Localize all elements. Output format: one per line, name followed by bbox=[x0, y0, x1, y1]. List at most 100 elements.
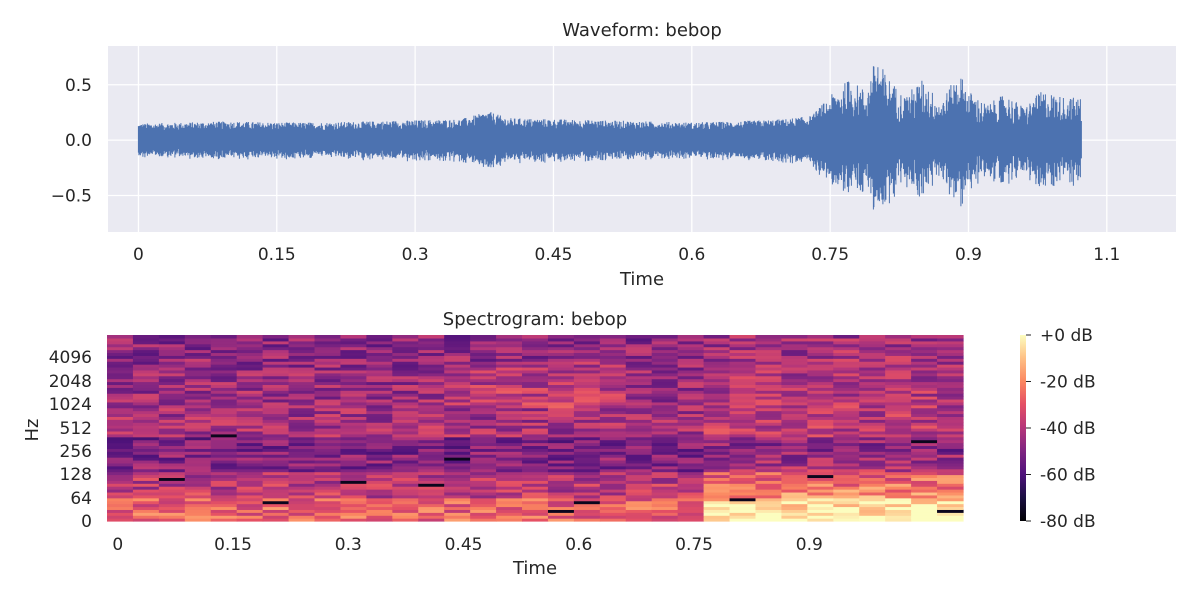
spectrogram-cell bbox=[470, 335, 497, 339]
spectrogram-cell bbox=[288, 515, 316, 519]
spectrogram-cell bbox=[444, 401, 471, 406]
spectrogram-cell bbox=[729, 398, 757, 403]
spectrogram-cell bbox=[314, 337, 342, 342]
spectrogram-cell bbox=[781, 340, 808, 345]
spectrogram-cell bbox=[885, 462, 912, 467]
spectrogram-cell bbox=[885, 442, 912, 447]
spectrogram-cell bbox=[625, 372, 653, 377]
spectrogram-cell bbox=[340, 349, 367, 354]
spectrogram-cell bbox=[859, 494, 886, 499]
spectrogram-cell bbox=[132, 381, 160, 386]
spectrogram-cell bbox=[366, 491, 393, 496]
spectrogram-cell bbox=[262, 410, 290, 415]
spectrogram-cell bbox=[677, 343, 705, 348]
spectrogram-cell bbox=[651, 349, 679, 354]
spectrogram-cell bbox=[444, 361, 471, 365]
spectrogram-cell bbox=[496, 384, 523, 388]
spectrogram-cell bbox=[911, 422, 938, 426]
spectrogram-cell bbox=[366, 459, 393, 464]
spectrogram-cell bbox=[496, 358, 523, 362]
spectrogram-cell bbox=[444, 451, 471, 455]
spectrogram-cell bbox=[107, 471, 134, 476]
spectrogram-cell bbox=[573, 471, 601, 476]
spectrogram-cell bbox=[314, 497, 342, 502]
spectrogram-cell bbox=[314, 486, 342, 490]
spectrogram-cell bbox=[599, 349, 627, 354]
spectrogram-cell bbox=[807, 407, 834, 412]
spectrogram-cell bbox=[444, 497, 471, 502]
waveform-x-tick-label: 1.1 bbox=[1093, 245, 1120, 265]
spectrogram-cell bbox=[210, 340, 238, 345]
spectrogram-cell bbox=[444, 416, 471, 420]
spectrogram-cell bbox=[833, 515, 860, 519]
spectrogram-cell bbox=[885, 509, 912, 513]
spectrogram-cell bbox=[755, 515, 783, 519]
spectrogram-cell bbox=[755, 451, 783, 455]
spectrogram-cell bbox=[599, 378, 627, 383]
spectrogram-cell bbox=[781, 462, 808, 467]
spectrogram-cell bbox=[132, 436, 160, 441]
spectrogram-cell bbox=[911, 489, 938, 493]
spectrogram-cell bbox=[729, 401, 757, 406]
spectrogram-cell bbox=[677, 358, 705, 362]
spectrogram-cell bbox=[366, 375, 393, 380]
spectrogram-cell bbox=[366, 445, 393, 449]
spectrogram-cell bbox=[599, 401, 627, 406]
spectrogram-cell bbox=[366, 366, 393, 371]
spectrogram-cell bbox=[158, 462, 186, 467]
spectrogram-cell bbox=[911, 381, 938, 386]
spectrogram-cell bbox=[651, 425, 679, 429]
spectrogram-cell bbox=[573, 416, 601, 420]
spectrogram-cell bbox=[911, 337, 938, 342]
spectrogram-cell bbox=[937, 355, 964, 359]
spectrogram-cell bbox=[236, 457, 264, 461]
spectrogram-cell bbox=[729, 358, 757, 362]
spectrogram-cell bbox=[651, 372, 679, 377]
spectrogram-cell bbox=[470, 390, 497, 394]
spectrogram-cell bbox=[755, 335, 783, 339]
spectrogram-cell bbox=[158, 413, 186, 417]
spectrogram-cell bbox=[210, 471, 238, 476]
spectrogram-cell bbox=[651, 509, 679, 513]
spectrogram-cell bbox=[496, 445, 523, 449]
spectrogram-cell bbox=[833, 462, 860, 467]
spectrogram-cell bbox=[573, 387, 601, 391]
spectrogram-cell bbox=[781, 349, 808, 354]
spectrogram-cell bbox=[184, 451, 212, 455]
spectrogram-cell bbox=[132, 445, 160, 449]
spectrogram-cell bbox=[288, 483, 316, 487]
spectrogram-cell bbox=[677, 393, 705, 397]
spectrogram-cell bbox=[236, 425, 264, 429]
spectrogram-cell bbox=[573, 491, 601, 496]
spectrogram-cell bbox=[132, 413, 160, 417]
spectrogram-cell bbox=[366, 515, 393, 519]
spectrogram-cell bbox=[625, 491, 653, 496]
spectrogram-cell bbox=[937, 506, 964, 510]
spectrogram-cell bbox=[210, 428, 238, 432]
spectrogram-cell bbox=[392, 349, 419, 354]
spectrogram-cell bbox=[236, 471, 264, 476]
spectrogram-cell bbox=[547, 340, 575, 345]
spectrogram-cell bbox=[599, 387, 627, 391]
spectrogram-cell bbox=[210, 430, 238, 435]
spectrogram-cell bbox=[937, 398, 964, 403]
spectrogram-cell bbox=[729, 419, 757, 423]
spectrogram-cell bbox=[158, 393, 186, 397]
spectrogram-cell bbox=[444, 462, 471, 467]
spectrogram-cell bbox=[158, 355, 186, 359]
spectrogram-cell bbox=[651, 352, 679, 356]
spectrogram-cell bbox=[677, 439, 705, 444]
spectrogram-cell bbox=[288, 465, 316, 470]
spectrogram-cell bbox=[807, 372, 834, 377]
spectrogram-cell bbox=[522, 393, 549, 397]
spectrogram-cell bbox=[651, 416, 679, 420]
spectrogram-cell bbox=[599, 518, 627, 522]
spectrogram-cell bbox=[807, 369, 834, 374]
spectrogram-cell bbox=[496, 364, 523, 368]
spectrogram-cell bbox=[859, 346, 886, 351]
spectrogram-cell bbox=[781, 407, 808, 412]
spectrogram-cell bbox=[107, 433, 134, 438]
spectrogram-cell bbox=[599, 436, 627, 441]
spectrogram-cell bbox=[937, 372, 964, 377]
